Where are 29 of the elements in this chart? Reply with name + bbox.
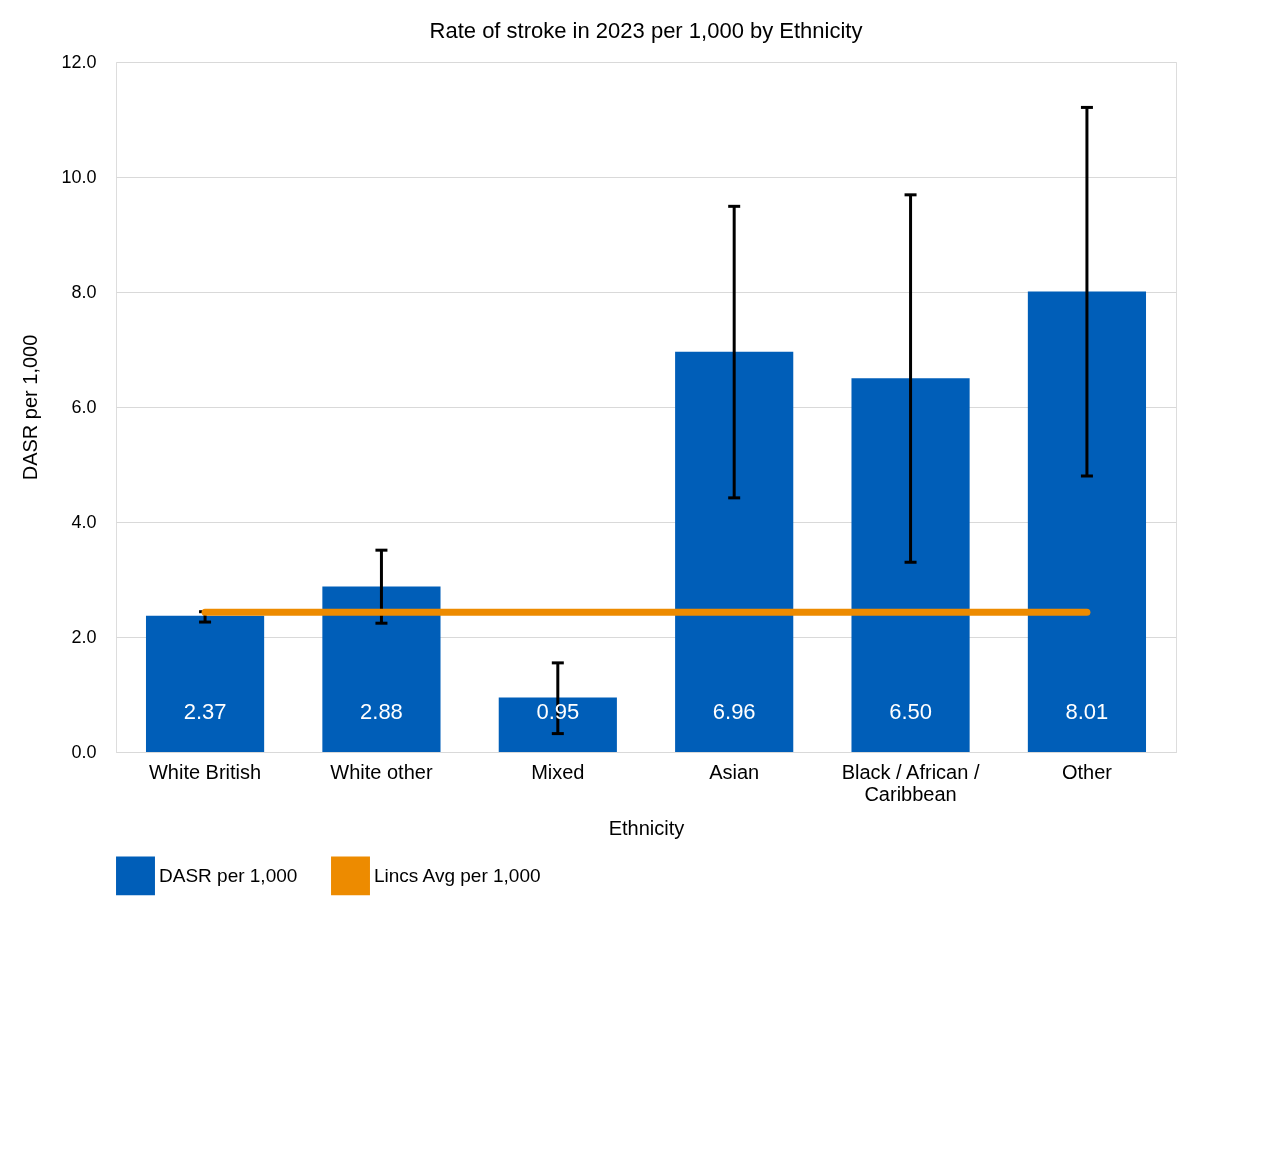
data-label: 6.50: [889, 699, 932, 724]
x-tick-label: White British: [148, 760, 262, 783]
chart-title: Rate of stroke in 2023 per 1,000 by Ethnicity: [429, 18, 863, 43]
y-tick-label: 6.0: [71, 396, 97, 417]
bar: [322, 586, 441, 752]
bar: [851, 378, 970, 752]
x-tick-label: Other: [1061, 760, 1113, 783]
x-tick-label: Mixed: [531, 760, 585, 783]
x-tick-label: Black / African / Caribbean: [841, 760, 980, 805]
y-tick-label: 2.0: [71, 626, 97, 647]
data-label: 6.96: [712, 699, 756, 724]
bar: [145, 615, 265, 752]
data-label: 2.37: [183, 699, 227, 724]
data-label: 8.01: [1065, 699, 1109, 724]
legend-label: Lincs Avg per 1,000: [374, 864, 541, 886]
y-tick-label: 0.0: [71, 741, 97, 762]
x-tick-label: White other: [330, 760, 433, 783]
y-tick-label: 12.0: [61, 51, 97, 72]
data-label: 2.88: [360, 699, 403, 724]
bar: [1027, 291, 1147, 752]
y-tick-label: 10.0: [61, 166, 97, 187]
legend-label: DASR per 1,000: [159, 864, 298, 886]
bar: [675, 351, 794, 752]
x-tick-label: Asian: [709, 760, 760, 783]
bar: [498, 697, 617, 752]
x-axis-title: Ethnicity: [608, 816, 685, 839]
y-axis-title: DASR per 1,000: [19, 334, 42, 481]
y-tick-label: 8.0: [71, 281, 97, 302]
y-tick-label: 4.0: [71, 511, 97, 532]
